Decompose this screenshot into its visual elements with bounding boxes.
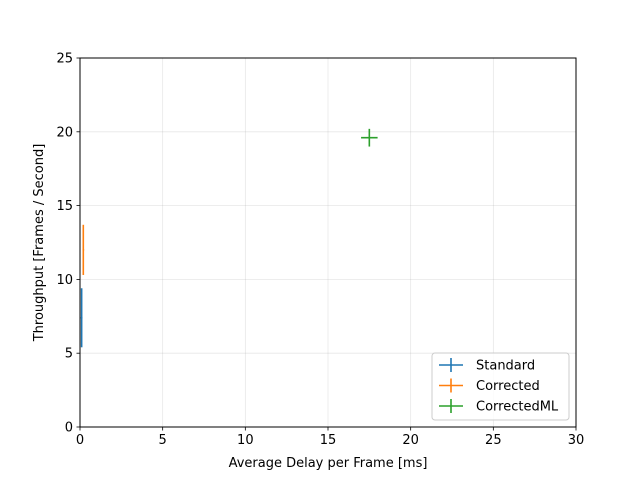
- x-axis-label: Average Delay per Frame [ms]: [229, 456, 428, 471]
- legend-entry-correctedml: CorrectedML: [439, 399, 559, 415]
- y-tick-label: 5: [65, 347, 73, 362]
- x-tick-label: 0: [76, 433, 84, 448]
- legend-entry-corrected: Corrected: [439, 378, 540, 394]
- legend-label: Standard: [476, 359, 535, 374]
- legend-frame: [431, 352, 570, 421]
- y-tick-label: 10: [56, 273, 73, 288]
- legend-entries: Standard Corrected CorrectedML: [439, 358, 559, 415]
- y-tick-label: 20: [56, 125, 73, 140]
- legend-label: CorrectedML: [476, 400, 559, 415]
- x-tick-label: 25: [485, 433, 502, 448]
- data-series: [80, 128, 378, 348]
- axis-ticks: 0 5 10 15 20 25 30 0 5 10 15 20 25: [56, 52, 584, 449]
- legend-entry-standard: Standard: [439, 358, 535, 374]
- legend-label: Corrected: [476, 379, 540, 394]
- y-tick-label: 15: [56, 199, 73, 214]
- series-corrected: [82, 224, 85, 275]
- x-tick-label: 20: [402, 433, 419, 448]
- y-tick-label: 25: [56, 52, 73, 67]
- series-correctedml: [361, 128, 378, 147]
- series-standard: [80, 288, 83, 348]
- x-tick-label: 15: [320, 433, 337, 448]
- legend: Standard Corrected CorrectedML: [431, 352, 570, 421]
- y-tick-label: 0: [65, 421, 73, 436]
- x-tick-label: 30: [568, 433, 585, 448]
- y-axis-label: Throughput [Frames / Second]: [32, 144, 47, 343]
- x-tick-label: 5: [159, 433, 167, 448]
- x-tick-label: 10: [237, 433, 254, 448]
